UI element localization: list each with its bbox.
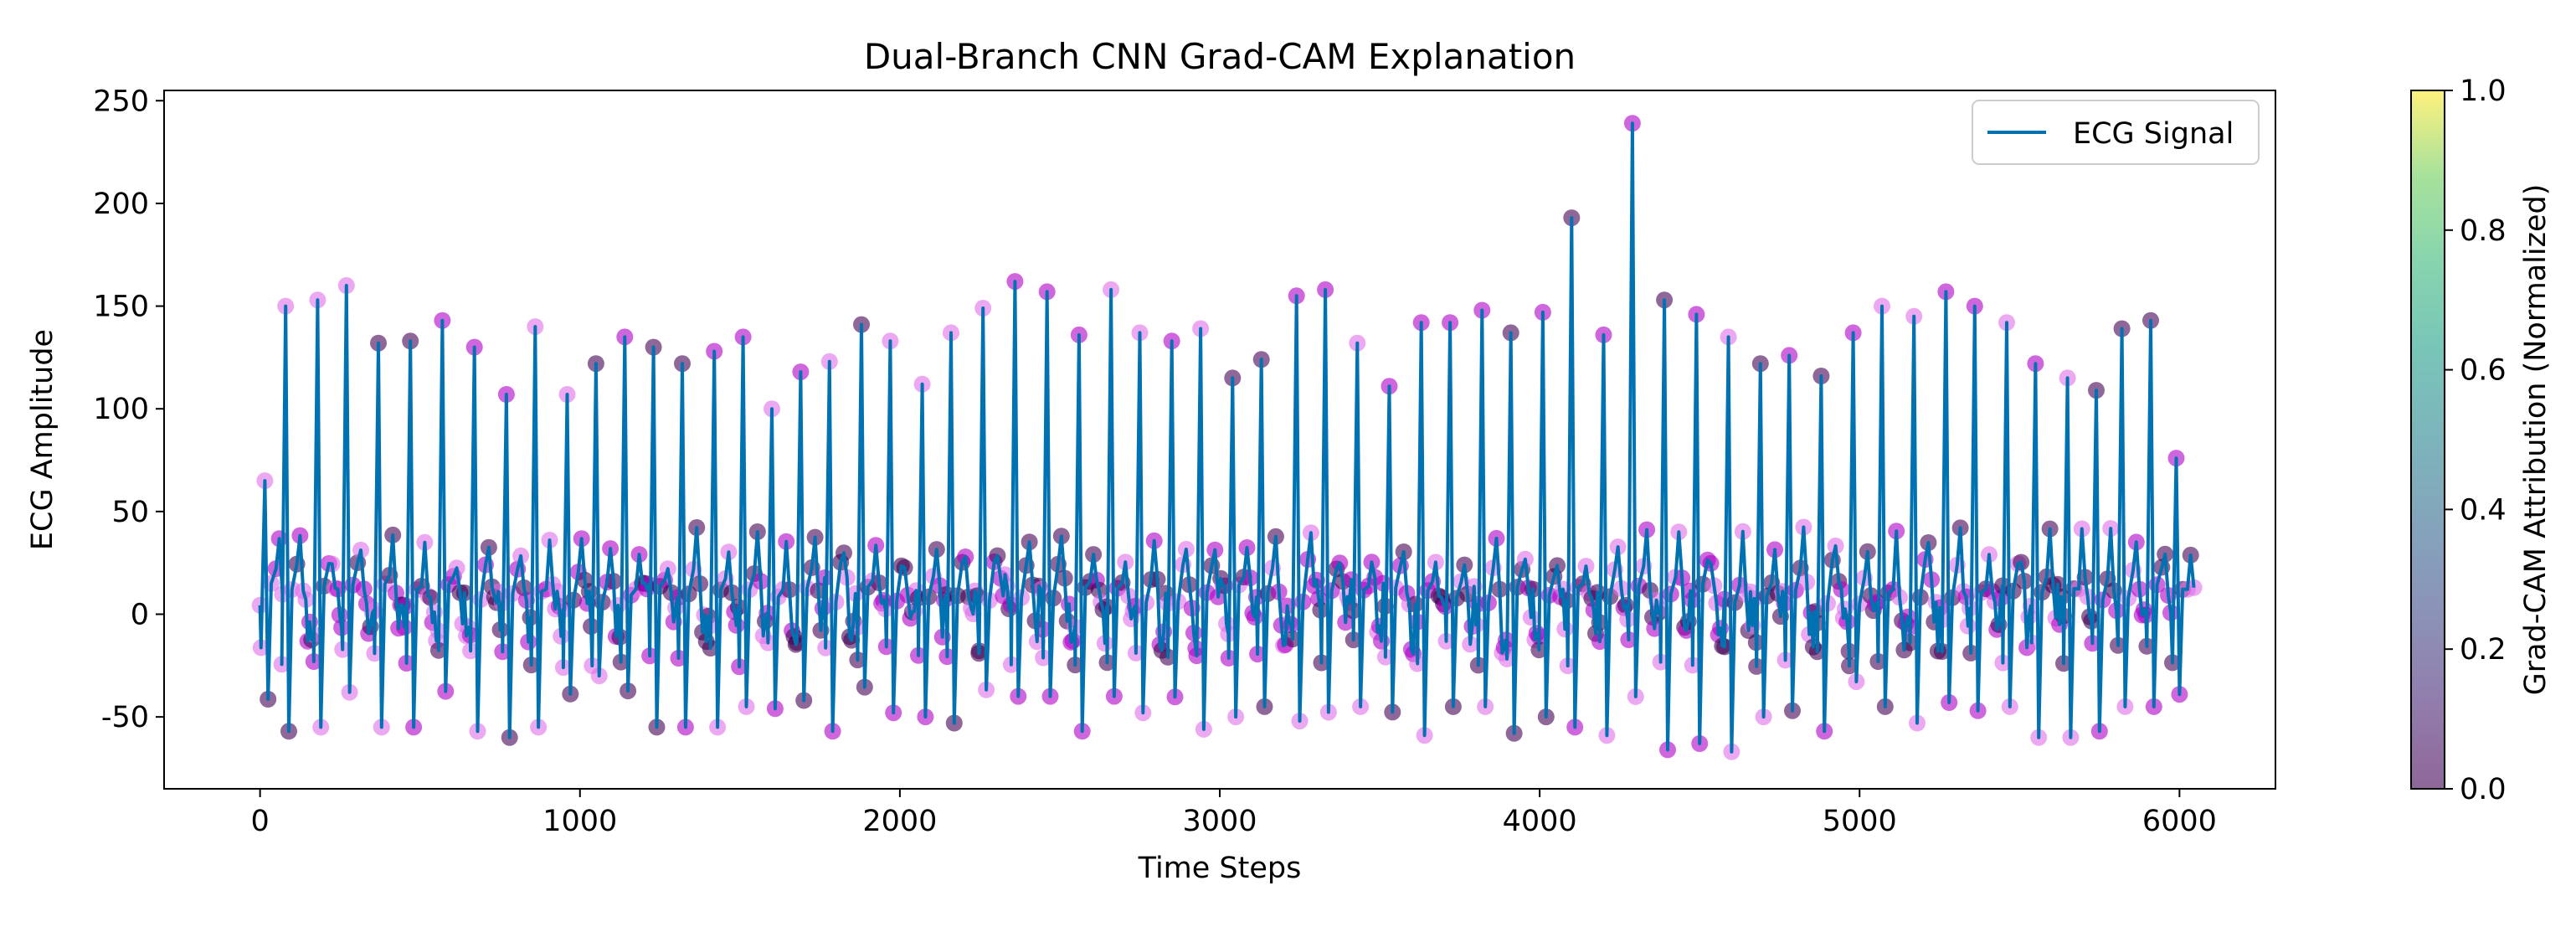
legend-label: ECG Signal <box>2073 117 2234 151</box>
colorbar-gradient <box>2411 90 2445 789</box>
x-tick-label: 2000 <box>862 805 937 838</box>
y-tick-label: 50 <box>111 496 149 529</box>
x-tick-label: 0 <box>250 805 269 838</box>
y-tick-label: 100 <box>93 393 149 426</box>
legend: ECG Signal <box>1972 100 2260 165</box>
plot-frame <box>163 90 2276 790</box>
x-tick-label: 1000 <box>542 805 617 838</box>
ecg-signal-series <box>258 121 2196 754</box>
x-axis: 0 1000 2000 3000 4000 5000 6000 <box>250 789 2217 838</box>
colorbar-tick-label: 1.0 <box>2460 75 2507 108</box>
colorbar-tick-label: 0.0 <box>2460 773 2507 806</box>
plot-area <box>251 115 2203 760</box>
x-tick-label: 3000 <box>1182 805 1257 838</box>
y-tick-label: -50 <box>101 701 149 734</box>
x-axis-label: Time Steps <box>1138 852 1302 885</box>
y-tick-label: 200 <box>93 188 149 221</box>
legend-box <box>1972 100 2260 165</box>
colorbar-frame <box>2410 90 2445 790</box>
colorbar-ticks: 0.0 0.2 0.4 0.6 0.8 1.0 <box>2445 75 2507 806</box>
x-tick-label: 4000 <box>1503 805 1577 838</box>
y-axis: -50 0 50 100 150 200 250 <box>93 85 164 734</box>
colorbar-tick-label: 0.4 <box>2460 493 2507 527</box>
colorbar-label: Grad-CAM Attribution (Normalized) <box>2519 184 2553 696</box>
colorbar-tick-label: 0.8 <box>2460 214 2507 248</box>
ecg-signal-line <box>258 121 2196 754</box>
y-tick-label: 0 <box>131 599 149 632</box>
x-tick-label: 6000 <box>2142 805 2217 838</box>
attribution-points <box>251 115 2203 760</box>
chart-title: Dual-Branch CNN Grad-CAM Explanation <box>864 36 1576 77</box>
y-tick-label: 150 <box>93 291 149 324</box>
y-axis-label: ECG Amplitude <box>26 329 59 550</box>
colorbar: 0.0 0.2 0.4 0.6 0.8 1.0 Grad-CAM Attribution … <box>2410 75 2553 806</box>
colorbar-tick-label: 0.6 <box>2460 354 2507 388</box>
x-tick-label: 5000 <box>1823 805 1897 838</box>
colorbar-tick-label: 0.2 <box>2460 633 2507 667</box>
y-tick-label: 250 <box>93 85 149 118</box>
